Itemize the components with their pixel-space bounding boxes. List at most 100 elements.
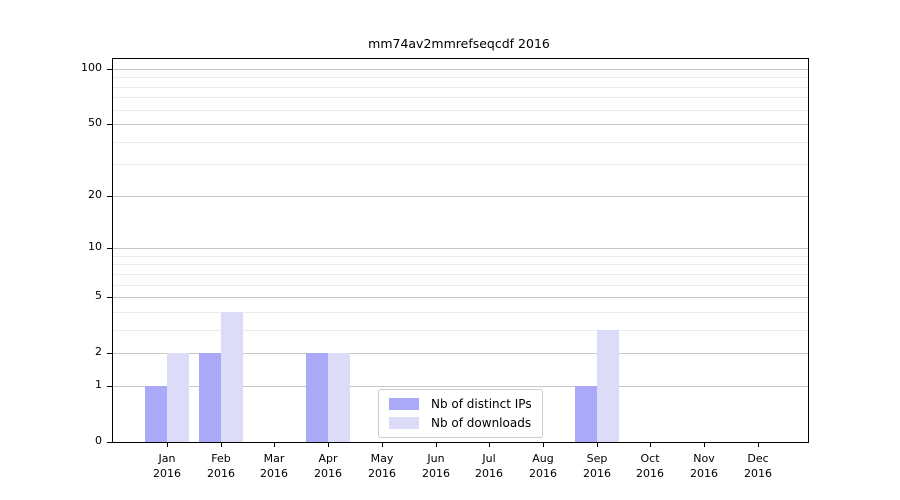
x-tick-month: Jan (158, 452, 176, 465)
x-tick-label: Jun 2016 (406, 451, 466, 481)
y-tick-label: 10 (88, 240, 102, 253)
gridline-major (113, 196, 808, 197)
y-tick-label: 20 (88, 188, 102, 201)
gridline-major (113, 353, 808, 354)
x-tick-year: 2016 (529, 467, 557, 480)
chart-title: mm74av2mmrefseqcdf 2016 (368, 36, 550, 51)
legend-label-downloads: Nb of downloads (431, 416, 532, 430)
x-tick-year: 2016 (690, 467, 718, 480)
x-tick (650, 442, 651, 447)
x-tick-month: Oct (640, 452, 660, 465)
x-tick-month: Nov (693, 452, 715, 465)
gridline-major (113, 297, 808, 298)
x-tick-label: Jan 2016 (137, 451, 197, 481)
x-tick-year: 2016 (153, 467, 181, 480)
x-tick-label: Dec 2016 (728, 451, 788, 481)
bar-downloads (328, 353, 350, 442)
x-tick (758, 442, 759, 447)
legend-swatch-downloads (389, 417, 419, 429)
x-tick (704, 442, 705, 447)
x-tick-label: Jul 2016 (459, 451, 519, 481)
gridline-minor (113, 110, 808, 111)
x-tick (436, 442, 437, 447)
x-tick-month: May (370, 452, 394, 465)
bar-downloads (221, 312, 243, 442)
y-tick-label: 1 (95, 378, 102, 391)
x-tick-label: Oct 2016 (620, 451, 680, 481)
gridline-minor (113, 330, 808, 331)
y-tick (107, 386, 112, 387)
x-tick-month: Mar (263, 452, 285, 465)
gridline-major (113, 248, 808, 249)
x-tick (221, 442, 222, 447)
x-tick-year: 2016 (744, 467, 772, 480)
y-tick (107, 248, 112, 249)
x-tick-year: 2016 (475, 467, 503, 480)
x-tick (597, 442, 598, 447)
x-tick (489, 442, 490, 447)
x-tick-label: Aug 2016 (513, 451, 573, 481)
y-tick-label: 5 (95, 289, 102, 302)
y-tick-label: 50 (88, 116, 102, 129)
x-tick-year: 2016 (583, 467, 611, 480)
gridline-minor (113, 87, 808, 88)
legend-item-distinct-ips: Nb of distinct IPs (389, 397, 532, 411)
x-tick-year: 2016 (260, 467, 288, 480)
x-tick-year: 2016 (314, 467, 342, 480)
gridline-major (113, 69, 808, 70)
gridline-minor (113, 142, 808, 143)
x-tick (274, 442, 275, 447)
x-tick-month: Apr (318, 452, 338, 465)
x-tick-month: Feb (211, 452, 231, 465)
x-tick-label: Feb 2016 (191, 451, 251, 481)
x-tick-label: May 2016 (352, 451, 412, 481)
y-tick (107, 196, 112, 197)
x-tick-year: 2016 (207, 467, 235, 480)
x-tick-label: Sep 2016 (567, 451, 627, 481)
gridline-minor (113, 77, 808, 78)
x-tick-year: 2016 (368, 467, 396, 480)
gridline-minor (113, 285, 808, 286)
y-tick-label: 100 (81, 61, 102, 74)
x-tick-year: 2016 (422, 467, 450, 480)
y-tick (107, 442, 112, 443)
legend: Nb of distinct IPs Nb of downloads (378, 389, 543, 438)
gridline-major (113, 386, 808, 387)
legend-item-downloads: Nb of downloads (389, 416, 532, 430)
y-tick (107, 124, 112, 125)
gridline-minor (113, 97, 808, 98)
y-tick (107, 353, 112, 354)
gridline-major (113, 124, 808, 125)
x-tick-year: 2016 (636, 467, 664, 480)
x-tick-label: Mar 2016 (244, 451, 304, 481)
gridline-minor (113, 264, 808, 265)
x-tick-label: Apr 2016 (298, 451, 358, 481)
legend-swatch-distinct-ips (389, 398, 419, 410)
x-tick (167, 442, 168, 447)
gridline-minor (113, 312, 808, 313)
x-tick-label: Nov 2016 (674, 451, 734, 481)
gridline-minor (113, 164, 808, 165)
x-tick-month: Jun (427, 452, 445, 465)
y-tick (107, 69, 112, 70)
legend-label-distinct-ips: Nb of distinct IPs (431, 397, 532, 411)
gridline-minor (113, 274, 808, 275)
plot-area: Nb of distinct IPs Nb of downloads (112, 58, 809, 443)
y-tick-label: 0 (95, 434, 102, 447)
gridline-minor (113, 256, 808, 257)
x-tick (382, 442, 383, 447)
x-tick-month: Sep (586, 452, 608, 465)
bar-distinct-ips (145, 386, 167, 442)
x-tick-month: Dec (747, 452, 769, 465)
bar-downloads (167, 353, 189, 442)
x-tick-month: Aug (532, 452, 554, 465)
y-tick-label: 2 (95, 345, 102, 358)
x-tick (328, 442, 329, 447)
y-tick (107, 297, 112, 298)
bar-downloads (597, 330, 619, 442)
bar-distinct-ips (575, 386, 597, 442)
bar-distinct-ips (199, 353, 221, 442)
bar-distinct-ips (306, 353, 328, 442)
x-tick-month: Jul (482, 452, 496, 465)
